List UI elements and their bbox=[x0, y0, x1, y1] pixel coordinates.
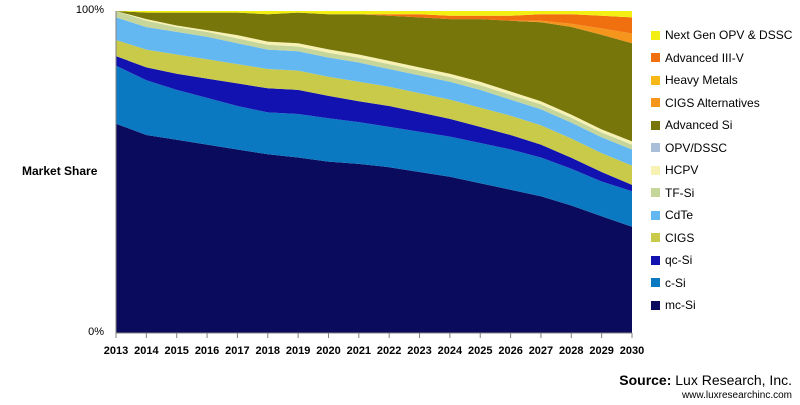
x-tick-label: 2016 bbox=[195, 345, 219, 357]
area-hcpv bbox=[116, 11, 632, 145]
source-name: Lux Research, Inc. bbox=[675, 372, 792, 388]
area-c-si bbox=[116, 65, 632, 227]
x-tick-label: 2024 bbox=[438, 345, 463, 357]
legend-label: OPV/DSSC bbox=[665, 140, 728, 155]
source-url: www.luxresearchinc.com bbox=[681, 390, 792, 401]
y-tick-0: 0% bbox=[88, 326, 104, 338]
source-line: Source: Lux Research, Inc. bbox=[619, 372, 792, 388]
x-tick-label: 2027 bbox=[529, 345, 553, 357]
x-tick-label: 2021 bbox=[347, 345, 371, 357]
legend-label: CIGS Alternatives bbox=[665, 95, 760, 110]
legend-swatch bbox=[651, 30, 660, 40]
x-tick-label: 2028 bbox=[559, 345, 583, 357]
legend-item: qc-Si bbox=[651, 249, 800, 272]
area-advanced-iii-v bbox=[116, 11, 632, 34]
legend-item: CdTe bbox=[651, 204, 800, 227]
area-advanced-si bbox=[116, 11, 632, 142]
x-tick-label: 2013 bbox=[104, 345, 128, 357]
legend-item: mc-Si bbox=[651, 294, 800, 317]
x-tick-label: 2019 bbox=[286, 345, 310, 357]
legend-item: CIGS Alternatives bbox=[651, 92, 800, 115]
legend-swatch bbox=[651, 165, 660, 175]
legend-label: HCPV bbox=[665, 163, 699, 178]
legend-label: Heavy Metals bbox=[665, 73, 738, 88]
legend-label: c-Si bbox=[665, 275, 686, 290]
axes bbox=[115, 11, 632, 334]
x-tick-label: 2022 bbox=[377, 345, 401, 357]
legend-item: Heavy Metals bbox=[651, 69, 800, 92]
x-tick-label: 2015 bbox=[164, 345, 188, 357]
legend-swatch bbox=[651, 255, 660, 265]
source-label: Source: bbox=[619, 372, 672, 388]
legend-swatch bbox=[651, 53, 660, 63]
x-tick-label: 2029 bbox=[589, 345, 613, 357]
area-cdte bbox=[116, 17, 632, 166]
x-tick-label: 2026 bbox=[498, 345, 522, 357]
legend-swatch bbox=[651, 75, 660, 85]
legend-label: Next Gen OPV & DSSC bbox=[665, 28, 793, 43]
y-tick-100: 100% bbox=[75, 4, 104, 16]
legend-item: TF-Si bbox=[651, 182, 800, 205]
area-cigs bbox=[116, 40, 632, 185]
legend-swatch bbox=[651, 300, 660, 310]
legend: Next Gen OPV & DSSC Advanced III-V Heavy M… bbox=[651, 24, 800, 317]
legend-label: Advanced Si bbox=[665, 118, 733, 133]
area-mc-si bbox=[116, 123, 632, 333]
legend-item: CIGS bbox=[651, 227, 800, 250]
legend-item: c-Si bbox=[651, 272, 800, 295]
legend-label: qc-Si bbox=[665, 253, 693, 268]
legend-label: CIGS bbox=[665, 230, 695, 245]
legend-item: HCPV bbox=[651, 159, 800, 182]
area-next-gen-opv-dssc bbox=[116, 11, 632, 18]
legend-label: TF-Si bbox=[665, 185, 695, 200]
x-tick-label: 2020 bbox=[316, 345, 340, 357]
legend-swatch bbox=[651, 210, 660, 220]
y-axis-label: Market Share bbox=[22, 164, 98, 178]
x-tick-label: 2030 bbox=[620, 345, 644, 357]
legend-swatch bbox=[651, 143, 660, 153]
legend-label: CdTe bbox=[665, 208, 694, 223]
x-tick-label: 2014 bbox=[134, 345, 159, 357]
x-tick-label: 2025 bbox=[468, 345, 492, 357]
legend-swatch bbox=[651, 120, 660, 130]
legend-item: OPV/DSSC bbox=[651, 137, 800, 160]
legend-swatch bbox=[651, 278, 660, 288]
legend-item: Advanced Si bbox=[651, 114, 800, 137]
legend-item: Next Gen OPV & DSSC bbox=[651, 24, 800, 47]
legend-label: Advanced III-V bbox=[665, 50, 744, 65]
x-tick-label: 2023 bbox=[407, 345, 431, 357]
area-layers bbox=[116, 11, 632, 333]
area-qc-si bbox=[116, 56, 632, 192]
legend-swatch bbox=[651, 188, 660, 198]
legend-swatch bbox=[651, 233, 660, 243]
x-tick-label: 2017 bbox=[225, 345, 249, 357]
legend-item: Advanced III-V bbox=[651, 47, 800, 70]
x-tick-labels: 2013 2014 2015 2016 2017 2018 2019 2020 2021 2022… bbox=[104, 333, 644, 357]
x-tick-label: 2018 bbox=[256, 345, 280, 357]
legend-label: mc-Si bbox=[665, 298, 696, 313]
legend-swatch bbox=[651, 98, 660, 108]
